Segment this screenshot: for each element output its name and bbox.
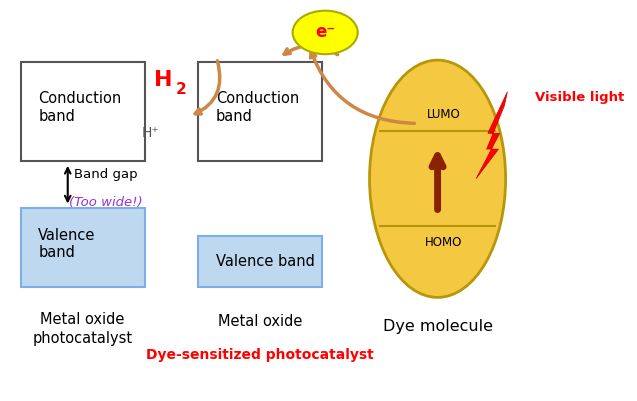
FancyBboxPatch shape xyxy=(198,62,322,161)
Text: Metal oxide: Metal oxide xyxy=(218,314,303,328)
Text: H: H xyxy=(154,70,172,90)
Text: Metal oxide
photocatalyst: Metal oxide photocatalyst xyxy=(32,312,132,346)
Text: Visible light: Visible light xyxy=(535,91,624,104)
Ellipse shape xyxy=(292,11,358,54)
FancyBboxPatch shape xyxy=(20,62,145,161)
Text: Dye molecule: Dye molecule xyxy=(383,319,492,334)
Text: Dye-sensitized photocatalyst: Dye-sensitized photocatalyst xyxy=(147,348,374,362)
Text: Valence
band: Valence band xyxy=(38,228,96,260)
Polygon shape xyxy=(476,92,508,179)
Text: HOMO: HOMO xyxy=(425,236,462,249)
Text: Conduction
band: Conduction band xyxy=(216,91,299,124)
Text: e⁻: e⁻ xyxy=(315,23,335,41)
FancyBboxPatch shape xyxy=(20,209,145,288)
FancyBboxPatch shape xyxy=(198,236,322,288)
Text: (Too wide!): (Too wide!) xyxy=(69,196,143,209)
Text: 2: 2 xyxy=(176,82,187,97)
Ellipse shape xyxy=(369,60,506,298)
Text: Valence band: Valence band xyxy=(216,254,315,269)
Text: H⁺: H⁺ xyxy=(142,126,159,140)
Text: LUMO: LUMO xyxy=(427,108,461,122)
Text: Band gap: Band gap xyxy=(75,168,138,181)
Text: Conduction
band: Conduction band xyxy=(38,91,122,124)
